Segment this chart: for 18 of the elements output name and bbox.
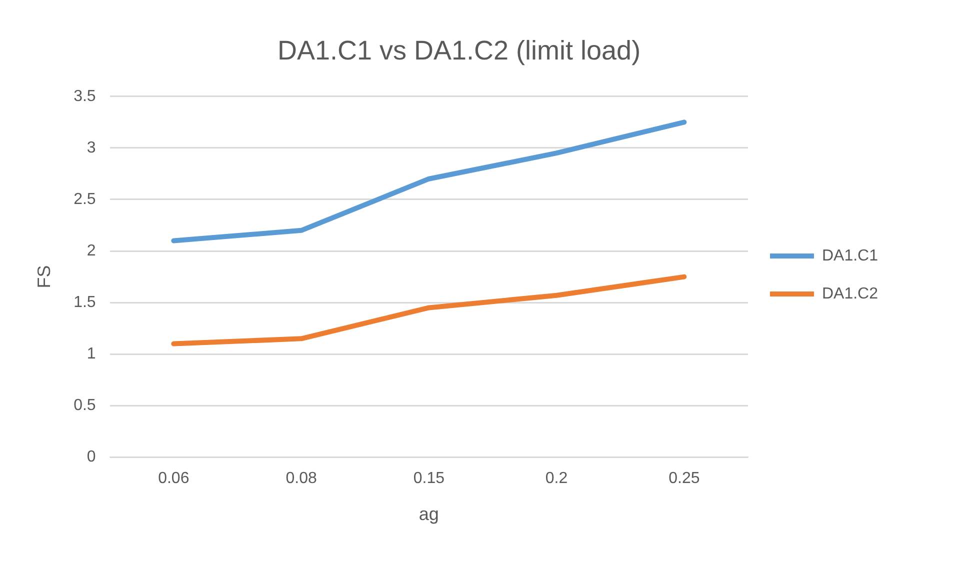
legend-label: DA1.C2 [822,285,878,302]
y-tick-label: 1.5 [74,294,96,311]
x-tick-label: 0.08 [286,470,317,488]
y-tick-label: 2 [86,242,96,260]
y-tick-label: 2.5 [74,190,96,208]
legend-label: DA1.C1 [822,247,878,264]
x-axis-title: ag [418,504,439,524]
x-tick-label: 0.15 [413,470,445,488]
y-tick-label: 0.5 [74,397,96,414]
x-tick-label: 0.06 [158,470,190,488]
x-tick-label: 0.25 [668,470,700,488]
y-tick-label: 0 [86,448,96,466]
y-tick-label: 3.5 [74,88,96,105]
y-tick-label: 1 [86,346,96,363]
y-axis-title: FS [34,265,54,288]
chart-title: DA1.C1 vs DA1.C2 (limit load) [277,36,641,66]
x-tick-label: 0.2 [545,470,568,488]
y-tick-label: 3 [86,139,96,156]
